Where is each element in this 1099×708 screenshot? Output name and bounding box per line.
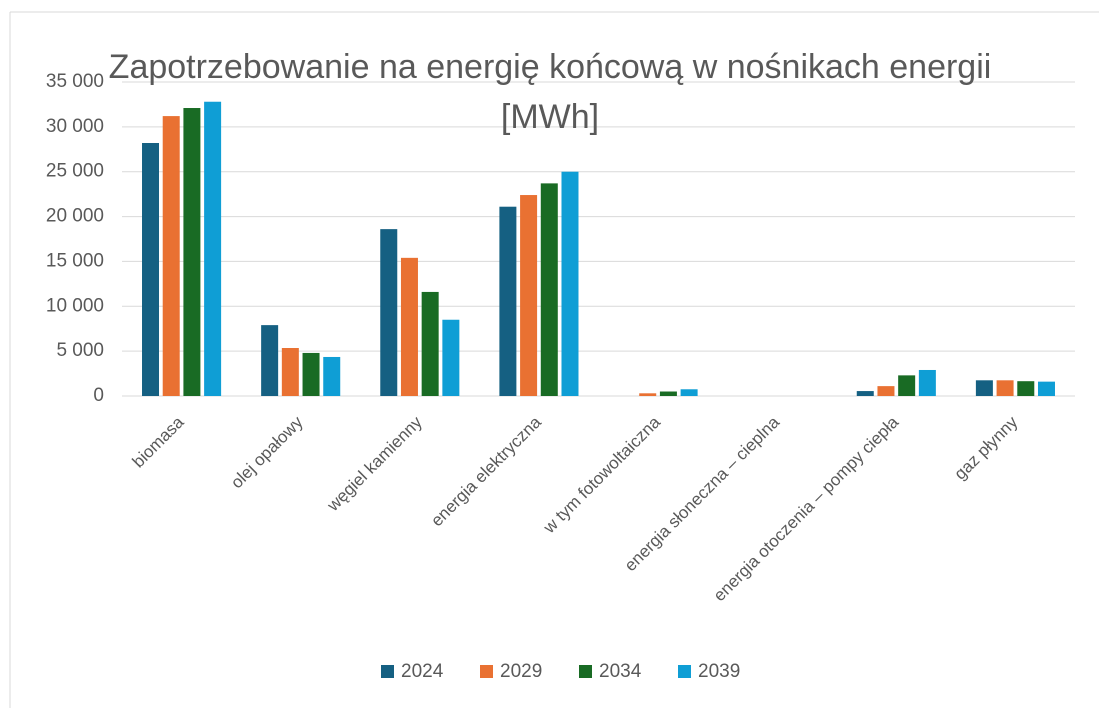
bar <box>421 291 439 396</box>
bar <box>540 183 558 396</box>
x-tick-label: energia otoczenia – pompy ciepła <box>710 412 903 605</box>
legend-swatch <box>579 665 592 678</box>
legend-label: 2039 <box>698 661 740 682</box>
bar <box>281 348 299 396</box>
bar <box>302 352 320 396</box>
bar <box>499 206 517 396</box>
chart-title: Zapotrzebowanie na energię końcową w noś… <box>108 48 992 136</box>
legend-label: 2034 <box>599 661 642 682</box>
x-tick-label: w tym fotowoltaiczna <box>539 412 664 537</box>
bar <box>639 393 657 396</box>
legend-swatch <box>678 665 691 678</box>
legend-label: 2024 <box>401 661 444 682</box>
bar <box>442 319 460 396</box>
bar <box>877 386 895 396</box>
y-tick-label: 20 000 <box>46 206 104 227</box>
y-tick-label: 25 000 <box>46 161 104 182</box>
y-tick-label: 5 000 <box>56 340 104 361</box>
y-tick-label: 10 000 <box>46 295 104 316</box>
bar <box>520 195 538 396</box>
bar <box>975 380 993 396</box>
x-tick-label: gaz płynny <box>951 412 1022 483</box>
bar <box>680 389 698 396</box>
bar <box>856 391 874 396</box>
bar <box>1017 381 1035 396</box>
bar <box>659 391 677 396</box>
bar <box>918 369 936 396</box>
y-tick-label: 15 000 <box>46 250 104 271</box>
bar <box>380 229 398 396</box>
x-tick-label: węgiel kamienny <box>323 412 426 515</box>
bar <box>400 257 418 396</box>
bar <box>142 143 160 396</box>
bar <box>1037 381 1055 396</box>
y-tick-label: 30 000 <box>46 116 104 137</box>
y-tick-label: 0 <box>93 385 104 406</box>
legend-swatch <box>381 665 394 678</box>
bar <box>898 375 916 396</box>
y-tick-label: 35 000 <box>46 71 104 92</box>
bar <box>261 325 279 396</box>
legend-swatch <box>480 665 493 678</box>
bar <box>561 171 579 396</box>
x-tick-label: olej opałowy <box>227 412 307 492</box>
legend-label: 2029 <box>500 661 542 682</box>
x-tick-label: energia elektryczna <box>427 412 545 530</box>
x-tick-label: biomasa <box>129 412 188 471</box>
bar <box>204 101 222 396</box>
bar <box>996 380 1014 396</box>
bar <box>162 116 180 396</box>
bar <box>183 108 201 396</box>
bar <box>323 356 341 396</box>
